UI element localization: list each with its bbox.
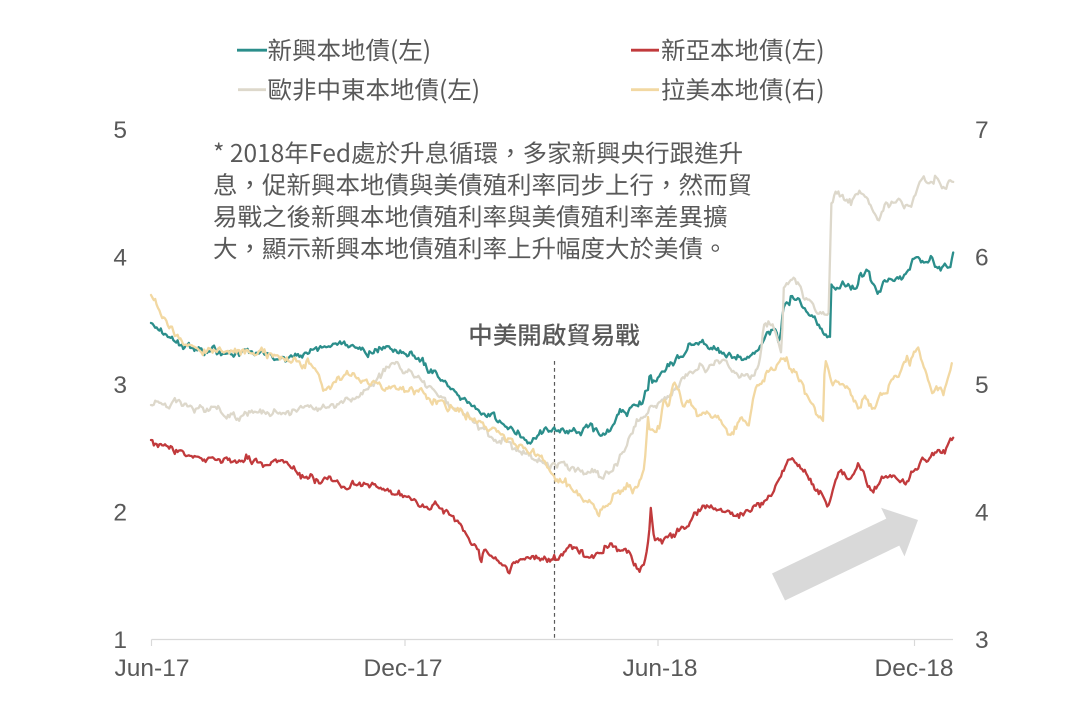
svg-text:Jun-17: Jun-17 xyxy=(115,655,190,682)
svg-text:3: 3 xyxy=(113,372,127,399)
svg-text:5: 5 xyxy=(975,372,989,399)
svg-text:Dec-18: Dec-18 xyxy=(875,655,954,682)
svg-text:4: 4 xyxy=(975,499,989,526)
svg-text:Jun-18: Jun-18 xyxy=(623,655,698,682)
svg-text:Dec-17: Dec-17 xyxy=(364,655,443,682)
svg-text:6: 6 xyxy=(975,244,989,271)
svg-text:2: 2 xyxy=(113,499,127,526)
svg-text:4: 4 xyxy=(113,244,127,271)
svg-text:3: 3 xyxy=(975,627,989,654)
svg-text:5: 5 xyxy=(113,117,127,144)
svg-text:1: 1 xyxy=(113,627,127,654)
svg-text:7: 7 xyxy=(975,117,989,144)
